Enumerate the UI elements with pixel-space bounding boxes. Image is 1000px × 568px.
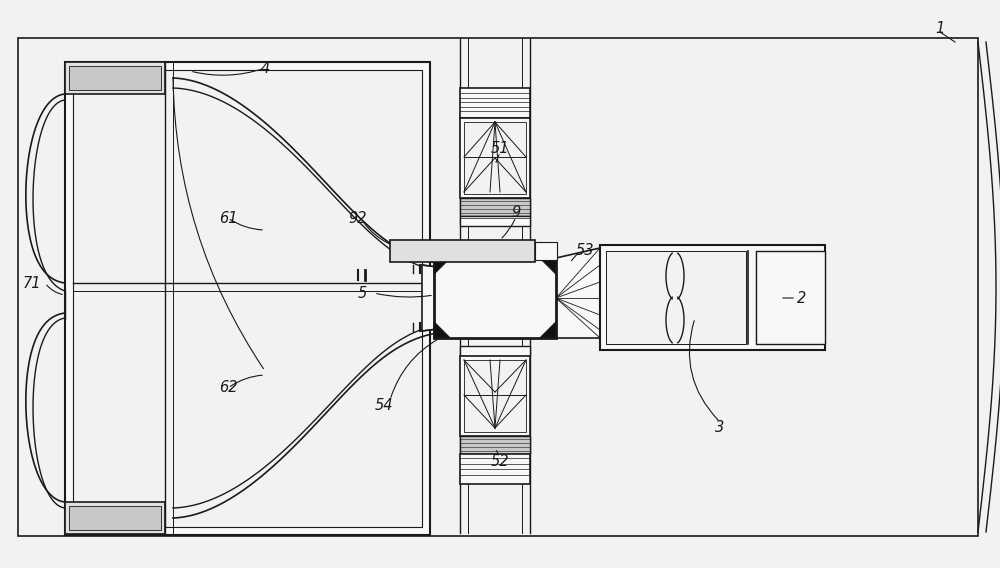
Bar (69, 66, 161, 90)
Polygon shape (540, 258, 556, 274)
Bar (460, 216, 530, 226)
Bar (18, 38, 978, 536)
Text: 51: 51 (491, 140, 509, 156)
Bar (434, 258, 556, 338)
Bar (73, 70, 422, 527)
Bar (535, 242, 557, 260)
Bar (65, 502, 165, 534)
Text: 52: 52 (491, 454, 509, 470)
Bar (460, 356, 530, 436)
Bar (464, 122, 526, 194)
Text: 92: 92 (349, 211, 367, 225)
Polygon shape (434, 258, 450, 274)
Bar (460, 346, 530, 356)
Bar (65, 62, 430, 535)
Bar (460, 454, 530, 484)
Bar (606, 251, 746, 344)
Bar (600, 245, 825, 350)
Bar (756, 251, 825, 344)
Text: 1: 1 (935, 20, 945, 36)
Bar (464, 360, 526, 432)
Text: 4: 4 (260, 61, 270, 76)
Bar (460, 118, 530, 198)
Bar (460, 436, 530, 454)
Bar (65, 62, 165, 94)
Polygon shape (422, 265, 460, 331)
Text: 62: 62 (219, 381, 237, 395)
Text: 54: 54 (375, 398, 393, 412)
Text: 61: 61 (219, 211, 237, 225)
Polygon shape (556, 248, 600, 338)
Text: 9: 9 (511, 204, 521, 219)
Bar (390, 240, 535, 262)
Text: 5: 5 (357, 286, 367, 300)
Text: 53: 53 (576, 243, 594, 257)
Bar (460, 198, 530, 216)
Bar (460, 88, 530, 118)
Text: 3: 3 (715, 420, 725, 436)
Text: 71: 71 (23, 275, 41, 290)
Polygon shape (434, 322, 450, 338)
Polygon shape (540, 322, 556, 338)
Bar (69, 506, 161, 530)
Text: 2: 2 (797, 290, 807, 306)
